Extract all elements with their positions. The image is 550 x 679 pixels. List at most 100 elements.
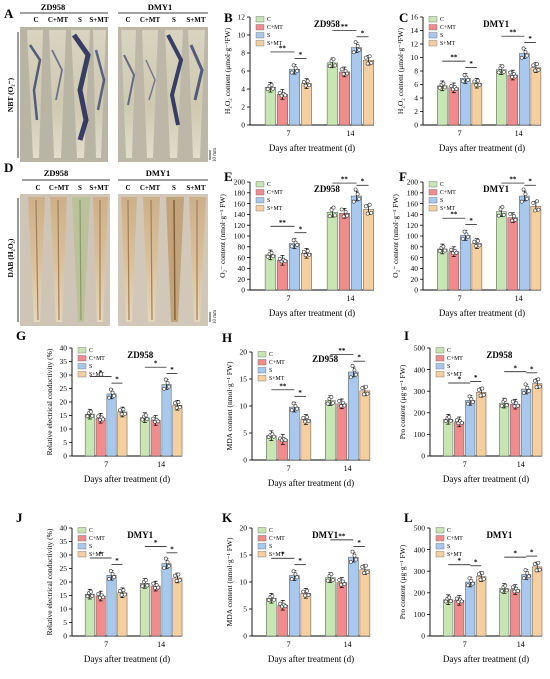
x-axis-label: Days after treatment (d) xyxy=(268,654,354,664)
data-point xyxy=(481,577,486,581)
data-point xyxy=(96,592,101,596)
chart-panel-i: I 0 100 200 300 400 500 Pro content (μg·g⁻¹ FW)… xyxy=(398,328,543,484)
significance-label: * xyxy=(457,557,461,565)
data-point xyxy=(177,578,182,583)
photo-panel-d: D ZD958 DMY1 C C+MT S S+MT C C+MT S S+MT… xyxy=(4,160,218,326)
y-tick-label: 5 xyxy=(243,429,247,438)
y-tick-label: 15 xyxy=(60,411,68,420)
bar xyxy=(530,206,542,291)
bar xyxy=(336,403,348,461)
data-point xyxy=(510,399,515,404)
data-point xyxy=(143,413,148,418)
chart-panel-k: K 0 5 10 15 20 MDA content (nmol·g⁻¹ FW) Days a… xyxy=(222,510,371,664)
bar xyxy=(460,78,471,126)
panel-letter: B xyxy=(224,10,233,25)
legend-label: C+MT xyxy=(440,25,456,31)
data-point xyxy=(143,578,148,583)
y-axis-label: H₂O₂ content (μmol·g⁻¹FW) xyxy=(223,27,232,114)
significance-label: * xyxy=(469,217,473,225)
x-tick-label: 14 xyxy=(515,294,523,303)
legend-swatch xyxy=(435,543,445,550)
significance-label: * xyxy=(528,35,532,43)
bar xyxy=(348,556,359,637)
significance-label: * xyxy=(281,551,285,559)
legend-swatch xyxy=(257,351,267,358)
data-point xyxy=(265,254,270,259)
data-point xyxy=(291,63,296,68)
lane-s: S xyxy=(78,16,82,24)
data-point xyxy=(536,377,541,382)
panel-letter: C xyxy=(399,10,408,25)
data-point xyxy=(449,247,454,252)
bar xyxy=(117,592,128,637)
legend-label: C+MT xyxy=(267,190,283,196)
y-tick-label: 20 xyxy=(60,398,68,407)
y-tick-label: 15 xyxy=(240,375,248,384)
legend-swatch xyxy=(428,205,438,212)
legend-swatch xyxy=(435,347,445,354)
significance-label: ** xyxy=(279,219,287,227)
significance-label: * xyxy=(115,557,119,565)
data-point xyxy=(443,599,448,604)
bar xyxy=(448,251,460,291)
y-tick-label: 0 xyxy=(63,632,67,641)
data-point xyxy=(341,214,346,219)
data-point xyxy=(360,386,365,391)
data-point xyxy=(327,214,332,219)
data-point xyxy=(534,385,539,390)
legend-label: S+MT xyxy=(89,372,105,378)
data-point xyxy=(291,401,296,406)
y-tick-label: 500 xyxy=(414,524,426,533)
lane-c-mt: C+MT xyxy=(48,16,69,24)
data-point xyxy=(271,86,276,91)
data-point xyxy=(534,568,539,573)
data-point xyxy=(496,213,501,218)
lane-s: S xyxy=(78,184,82,192)
data-point xyxy=(357,196,362,201)
legend-swatch xyxy=(255,24,265,31)
data-point xyxy=(351,50,356,55)
data-point xyxy=(496,70,501,75)
y-axis-label: H₂O₂ content (μmol·g⁻¹FW) xyxy=(396,27,405,114)
data-point xyxy=(339,67,344,72)
data-point xyxy=(478,393,483,398)
data-point xyxy=(536,207,541,212)
data-point xyxy=(345,71,350,76)
data-point xyxy=(454,250,459,255)
data-point xyxy=(277,90,282,95)
data-point xyxy=(481,392,486,397)
y-tick-label: 400 xyxy=(414,365,426,374)
data-point xyxy=(531,63,536,68)
data-point xyxy=(283,604,288,609)
chart-title: DMY1 xyxy=(483,19,509,29)
y-axis-label: O₂⁻ content (nmol·g⁻¹ FW) xyxy=(391,194,400,278)
data-point xyxy=(122,411,127,416)
y-tick-label: 30 xyxy=(60,551,68,560)
y-tick-label: 25 xyxy=(60,564,68,573)
stain-label-dab: DAB (H₂O₂) xyxy=(6,238,15,277)
y-tick-label: 0 xyxy=(243,632,247,641)
data-point xyxy=(472,239,477,244)
data-point xyxy=(536,560,541,565)
legend-swatch xyxy=(255,32,265,39)
legend-label: C+MT xyxy=(269,536,285,542)
lane-c: C xyxy=(33,16,38,24)
y-axis-label: MDA content (nmol·g⁻¹ FW) xyxy=(225,361,234,450)
y-tick-label: 140 xyxy=(407,210,419,219)
data-point xyxy=(173,401,177,406)
y-tick-label: 0 xyxy=(243,456,247,465)
data-point xyxy=(441,81,446,86)
y-tick-label: 35 xyxy=(60,537,68,546)
data-point xyxy=(140,417,145,422)
data-point xyxy=(500,205,505,209)
data-point xyxy=(365,211,370,216)
data-point xyxy=(110,572,115,576)
y-tick-label: 160 xyxy=(407,199,419,208)
y-tick-label: 2 xyxy=(241,103,245,112)
data-point xyxy=(107,395,112,400)
legend-label: S+MT xyxy=(447,372,463,378)
significance-label: * xyxy=(170,545,174,553)
data-point xyxy=(88,409,93,414)
data-point xyxy=(167,384,171,389)
data-point xyxy=(177,405,182,410)
